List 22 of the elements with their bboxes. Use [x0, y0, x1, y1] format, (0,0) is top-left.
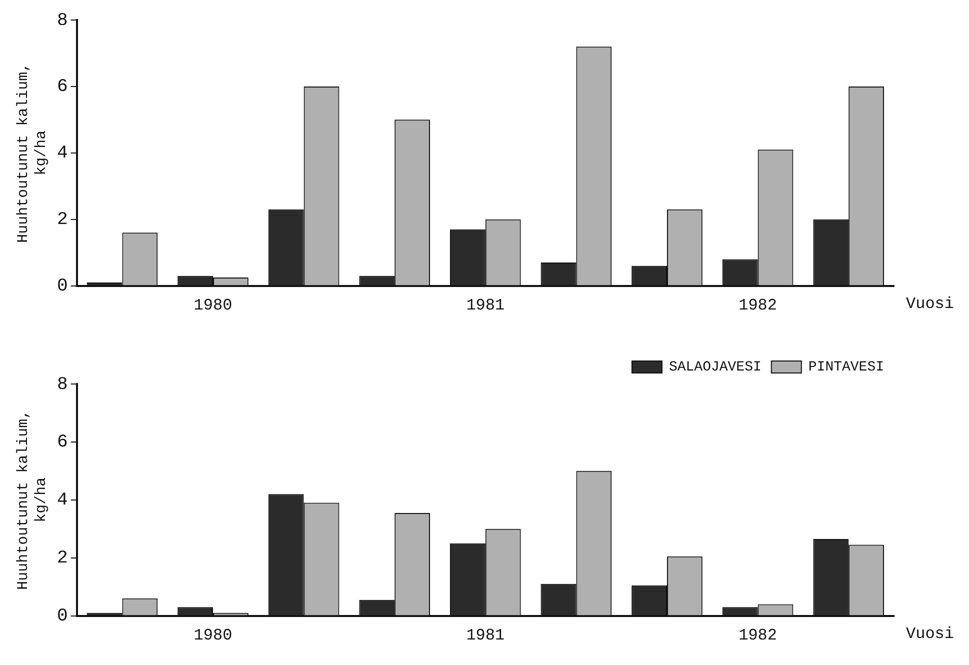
y-tick-label: 2: [56, 548, 68, 569]
x-tick-label: 1982: [738, 626, 778, 645]
legend-label: SALAOJAVESI: [668, 360, 762, 376]
y-tick-label: 8: [56, 10, 68, 31]
y-tick-label: 6: [56, 77, 68, 98]
y-tick-label: 4: [56, 490, 68, 511]
x-tick-label: 1982: [738, 296, 778, 315]
y-tick-label: 0: [56, 276, 68, 297]
y-tick-label: 2: [56, 210, 68, 230]
x-axis-title: Vuosi: [906, 625, 954, 644]
y-tick-label: 0: [56, 606, 68, 627]
x-tick-label: 1981: [466, 626, 505, 645]
y-axis-title: Huuhtoutunut kalium, kg/ha: [14, 410, 50, 590]
legend-label: PINTAVESI: [808, 360, 884, 376]
x-tick-label: 1980: [194, 626, 232, 645]
y-tick-label: 4: [56, 144, 68, 164]
y-axis-title: Huuhtoutunut kalium, kg/ha: [14, 62, 50, 243]
x-axis-title: Vuosi: [906, 295, 954, 314]
y-tick-label: 8: [56, 374, 68, 395]
y-tick-label: 6: [56, 432, 68, 453]
x-tick-label: 1980: [194, 296, 232, 315]
x-tick-label: 1981: [466, 296, 505, 315]
